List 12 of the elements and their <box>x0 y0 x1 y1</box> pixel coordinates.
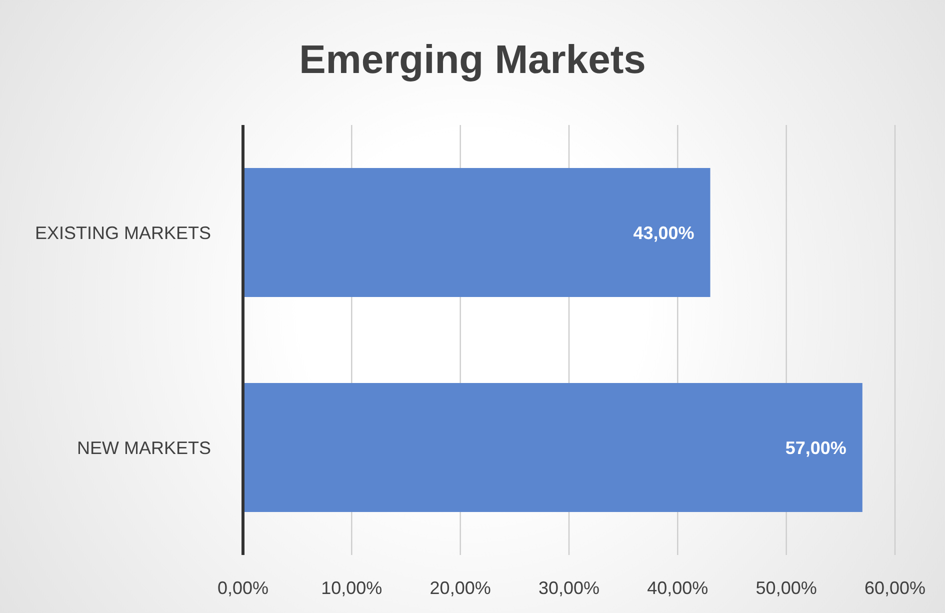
chart-title: Emerging Markets <box>298 38 647 83</box>
x-tick-label: 10,00% <box>321 578 382 598</box>
x-tick-label: 50,00% <box>756 578 817 598</box>
x-tick-label: 30,00% <box>538 578 600 598</box>
x-tick-label: 20,00% <box>430 578 491 598</box>
y-tick-label: NEW MARKETS <box>76 438 211 458</box>
x-tick-label: 0,00% <box>217 578 269 598</box>
data-label: 57,00% <box>785 438 846 458</box>
x-tick-label: 40,00% <box>647 578 708 598</box>
y-tick-label: EXISTING MARKETS <box>34 222 211 243</box>
data-label: 43,00% <box>633 222 694 243</box>
x-tick-label: 60,00% <box>864 578 926 598</box>
